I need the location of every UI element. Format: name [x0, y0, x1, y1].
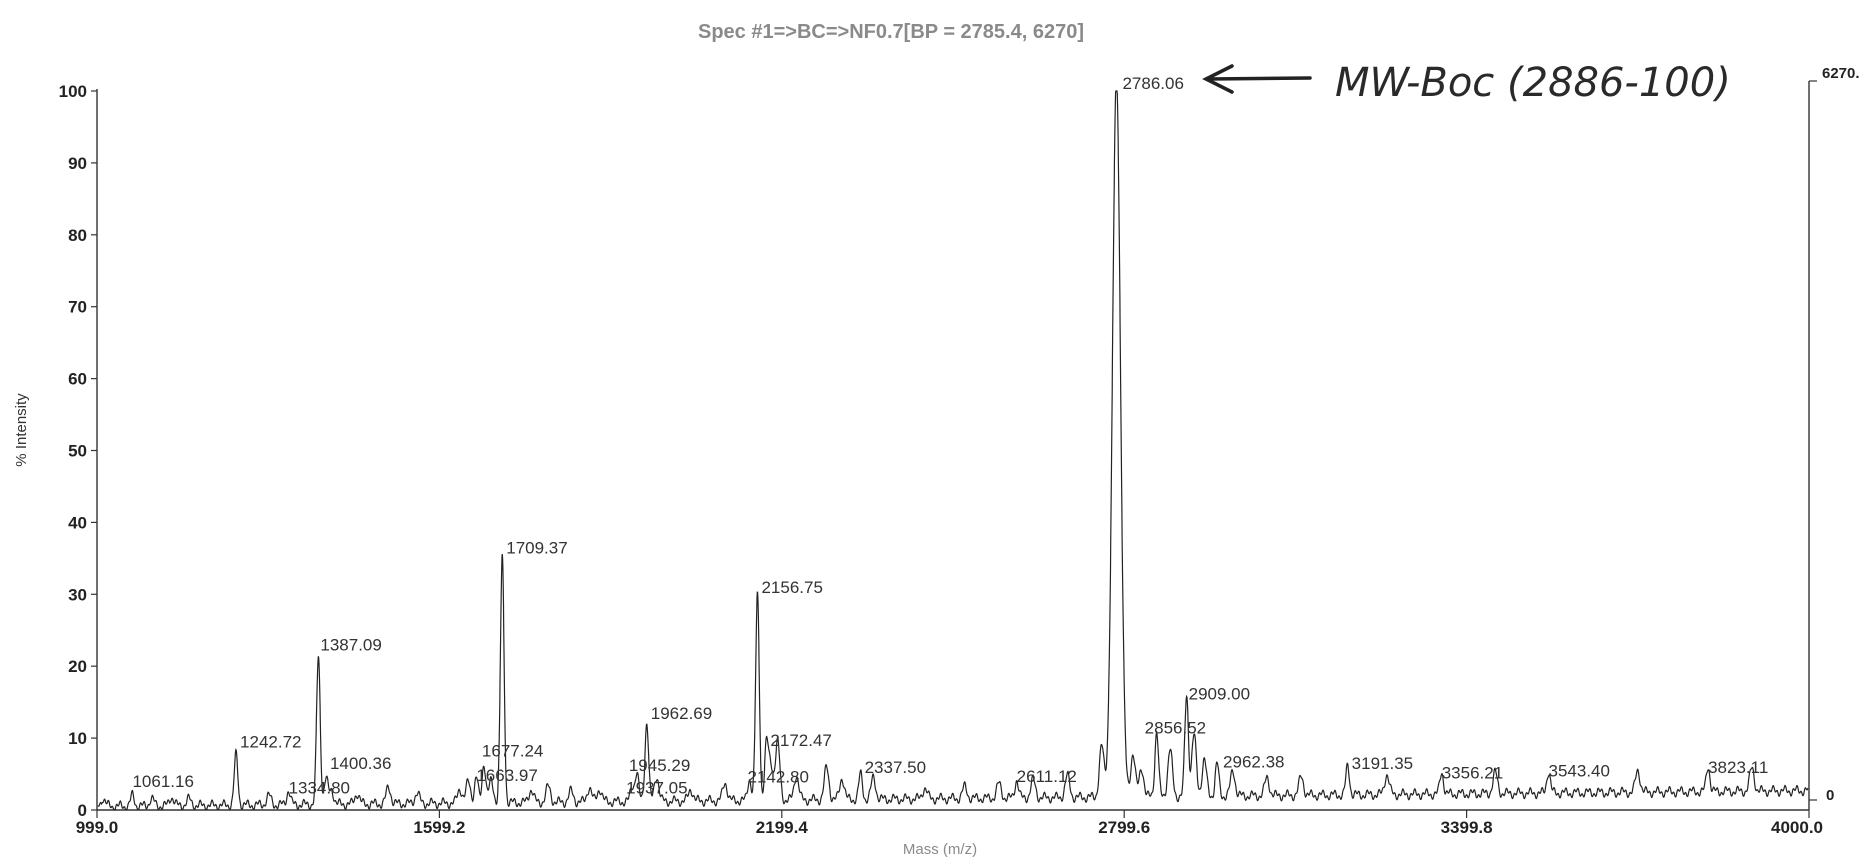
spectrum-trace	[97, 90, 1809, 810]
y-tick-label-30: 30	[68, 585, 87, 604]
peak-label-1945.29: 1945.29	[629, 756, 690, 775]
x-tick-label-4000.0: 4000.0	[1771, 818, 1823, 837]
peak-label-1663.97: 1663.97	[476, 766, 537, 785]
y-tick-label-40: 40	[68, 513, 87, 532]
peak-label-1061.16: 1061.16	[132, 772, 193, 791]
x-y-axis-line	[96, 89, 1809, 811]
peak-label-1677.24: 1677.24	[482, 741, 543, 760]
right-axis-zero-label: 0	[1826, 787, 1834, 804]
x-tick-label-2199.4: 2199.4	[756, 818, 809, 837]
axes	[96, 80, 1817, 811]
y-tick-label-10: 10	[68, 729, 87, 748]
peak-label-2611.12: 2611.12	[1017, 767, 1077, 786]
x-tick-label-999.0: 999.0	[76, 818, 119, 837]
peak-label-2962.38: 2962.38	[1223, 753, 1284, 772]
peak-label-2909.00: 2909.00	[1189, 684, 1250, 703]
peak-labels: 1061.16 1242.72 1334.80 1387.09 1400.36 1663.…	[132, 74, 1768, 798]
annotation-text: MW-Boc (2886-100)	[1335, 60, 1731, 106]
y-axis-ticks: 0 10 20 30 40 50 60 70 80 90 100	[59, 82, 97, 820]
peak-label-1962.69: 1962.69	[651, 704, 712, 723]
x-axis-label: Mass (m/z)	[903, 841, 977, 858]
y-tick-label-80: 80	[68, 226, 87, 245]
y-tick-label-60: 60	[68, 370, 87, 389]
peak-label-2856.52: 2856.52	[1145, 718, 1206, 737]
peak-label-2156.75: 2156.75	[761, 578, 822, 597]
chart-title: Spec #1=>BC=>NF0.7[BP = 2785.4, 6270]	[698, 21, 1084, 43]
peak-label-3191.35: 3191.35	[1352, 754, 1413, 773]
spectrum-trace-group	[97, 90, 1809, 810]
peak-label-1242.72: 1242.72	[240, 733, 301, 752]
x-tick-label-1599.2: 1599.2	[413, 818, 465, 837]
peak-label-1709.37: 1709.37	[506, 539, 567, 558]
peak-label-2786.06: 2786.06	[1122, 74, 1183, 93]
annotation-arrow-shaft	[1206, 76, 1312, 81]
peak-label-1387.09: 1387.09	[320, 636, 381, 655]
y-tick-label-90: 90	[68, 154, 87, 173]
x-tick-label-2799.6: 2799.6	[1098, 818, 1150, 837]
peak-label-3356.21: 3356.21	[1442, 763, 1503, 782]
peak-label-2142.80: 2142.80	[748, 767, 809, 786]
y-tick-label-20: 20	[68, 657, 87, 676]
right-axis-max-label: 6270.	[1822, 65, 1860, 82]
annotation-arrow-head	[1202, 64, 1234, 94]
y-tick-label-50: 50	[68, 442, 87, 461]
y-tick-label-0: 0	[78, 801, 87, 820]
x-tick-label-3399.8: 3399.8	[1441, 818, 1493, 837]
peak-label-3543.40: 3543.40	[1549, 761, 1610, 780]
peak-label-1334.80: 1334.80	[289, 779, 350, 798]
peak-label-1400.36: 1400.36	[330, 754, 391, 773]
y-axis-label: % Intensity	[13, 393, 30, 467]
y-tick-label-70: 70	[68, 298, 87, 317]
peak-label-1937.05: 1937.05	[626, 779, 687, 798]
x-axis-ticks: 999.0 1599.2 2199.4 2799.6 3399.8 4000.0	[76, 810, 1823, 837]
peak-label-3823.11: 3823.11	[1708, 758, 1768, 777]
y-tick-label-100: 100	[59, 82, 87, 101]
handwritten-annotation: MW-Boc (2886-100)	[1202, 60, 1731, 106]
peak-label-2337.50: 2337.50	[865, 758, 926, 777]
peak-label-2172.47: 2172.47	[770, 731, 831, 750]
